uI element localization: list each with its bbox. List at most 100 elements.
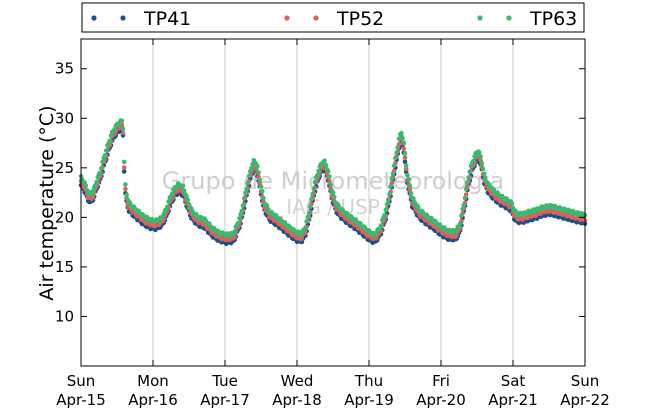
data-point (390, 171, 396, 176)
y-tick-label: 30 (55, 109, 74, 127)
series-TP63 (78, 118, 588, 238)
data-point (327, 174, 332, 180)
data-point (322, 158, 327, 164)
data-point (249, 166, 254, 171)
data-point (307, 204, 313, 209)
data-point (403, 166, 409, 172)
data-point (83, 183, 89, 188)
data-point (102, 153, 108, 158)
legend-marker (506, 15, 512, 21)
data-point (461, 202, 467, 208)
x-tick-label-date: Apr-20 (416, 391, 466, 409)
data-point (241, 196, 247, 201)
data-point (315, 172, 320, 178)
data-point (103, 148, 109, 153)
data-point (258, 184, 264, 189)
data-point (121, 169, 127, 174)
data-point (303, 225, 308, 231)
x-tick-label-day: Sat (501, 372, 526, 390)
data-point (402, 155, 408, 160)
data-point (94, 179, 99, 185)
data-point (124, 192, 129, 198)
x-tick-label-day: Fri (432, 372, 450, 390)
data-point (244, 186, 249, 192)
legend-marker (91, 15, 97, 21)
x-axis: SunApr-15MonApr-16TueApr-17WedApr-18ThuA… (56, 39, 610, 409)
x-tick-label-day: Tue (211, 372, 238, 390)
data-point (161, 211, 167, 217)
data-point (383, 207, 389, 213)
data-point (311, 186, 317, 192)
legend-marker (284, 15, 290, 21)
data-point (405, 172, 410, 178)
data-point (480, 166, 486, 172)
data-point (327, 179, 332, 184)
data-point (256, 174, 261, 179)
data-point (478, 154, 483, 159)
data-point (378, 223, 384, 228)
x-tick-label-day: Mon (137, 372, 169, 390)
data-point (509, 201, 515, 206)
data-point (237, 216, 242, 221)
legend-marker (477, 15, 483, 21)
data-point (415, 204, 421, 210)
data-point (120, 130, 126, 136)
legend-frame (81, 2, 585, 33)
y-tick-label: 20 (55, 208, 74, 226)
data-point (403, 163, 409, 168)
data-points (78, 118, 588, 247)
data-point (312, 179, 318, 185)
data-point (123, 182, 128, 187)
x-tick-label-date: Apr-22 (560, 391, 610, 409)
data-point (394, 150, 399, 156)
data-point (169, 191, 175, 197)
data-point (408, 191, 414, 196)
data-point (107, 138, 113, 143)
data-point (396, 136, 402, 142)
data-point (466, 175, 471, 180)
data-point (304, 219, 309, 224)
data-point (402, 159, 408, 165)
data-point (232, 229, 237, 234)
data-point (165, 204, 170, 210)
data-point (373, 231, 379, 236)
y-tick-label: 10 (55, 307, 74, 325)
data-point (459, 213, 464, 218)
data-point (255, 164, 260, 169)
data-point (261, 195, 266, 201)
data-point (309, 196, 314, 202)
data-point (385, 197, 391, 203)
data-point (99, 165, 104, 171)
legend-label: TP41 (143, 8, 191, 30)
data-point (235, 220, 241, 226)
legend-label: TP52 (336, 8, 384, 30)
legend-marker (120, 15, 126, 21)
data-point (180, 183, 186, 189)
legend: TP41 TP52 TP63 (81, 2, 585, 33)
data-point (471, 158, 476, 164)
y-tick-label: 35 (55, 60, 74, 78)
data-point (323, 162, 329, 168)
data-point (310, 192, 315, 197)
legend-item: TP52 (284, 8, 384, 30)
data-point (462, 195, 468, 201)
x-tick-label-date: Apr-17 (200, 391, 250, 409)
data-point (119, 118, 125, 124)
x-tick-label-day: Sun (67, 372, 96, 390)
data-point (316, 168, 321, 174)
data-point (257, 178, 263, 183)
legend-item: TP41 (91, 8, 191, 30)
data-point (166, 199, 171, 204)
x-tick-label-date: Apr-15 (56, 391, 106, 409)
data-point (181, 188, 187, 193)
data-point (401, 146, 407, 151)
plot-area-frame (80, 38, 586, 367)
data-point (306, 211, 312, 216)
x-tick-label-day: Thu (354, 372, 383, 390)
data-point (89, 192, 95, 198)
data-point (264, 203, 270, 208)
data-point (465, 180, 470, 185)
data-point (239, 208, 245, 214)
data-point (481, 171, 487, 177)
x-tick-label-day: Wed (281, 372, 314, 390)
